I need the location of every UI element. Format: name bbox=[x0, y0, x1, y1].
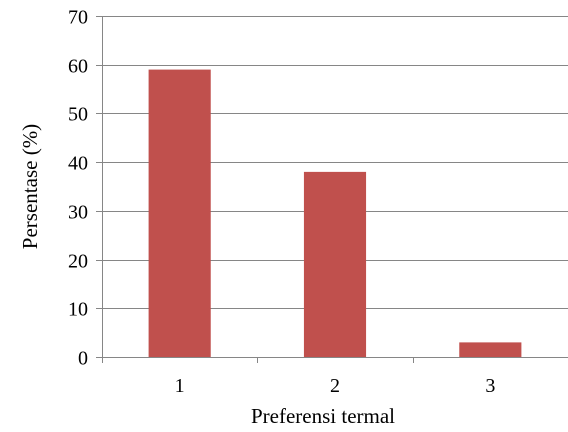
x-tick-label: 1 bbox=[175, 375, 185, 397]
y-tick-label: 60 bbox=[68, 56, 88, 78]
bar-2 bbox=[303, 171, 367, 357]
y-tick-label: 10 bbox=[68, 299, 88, 321]
bar-1 bbox=[148, 69, 211, 357]
axes bbox=[96, 16, 568, 363]
bar-3 bbox=[459, 342, 522, 357]
y-tick-label: 0 bbox=[78, 348, 88, 370]
x-tick-label: 3 bbox=[485, 375, 495, 397]
y-tick-label: 30 bbox=[68, 202, 88, 224]
x-tick-labels: 1 2 3 bbox=[175, 375, 496, 397]
y-tick-label: 50 bbox=[68, 104, 88, 126]
y-tick-label: 20 bbox=[68, 251, 88, 273]
x-axis-title: Preferensi termal bbox=[251, 404, 395, 428]
y-axis-title: Persentase (%) bbox=[18, 124, 42, 249]
x-tick-label: 2 bbox=[330, 375, 340, 397]
y-tick-label: 70 bbox=[68, 7, 88, 29]
y-tick-label: 40 bbox=[68, 153, 88, 175]
bars bbox=[148, 69, 522, 357]
y-tick-labels: 0 10 20 30 40 50 60 70 bbox=[68, 7, 88, 370]
